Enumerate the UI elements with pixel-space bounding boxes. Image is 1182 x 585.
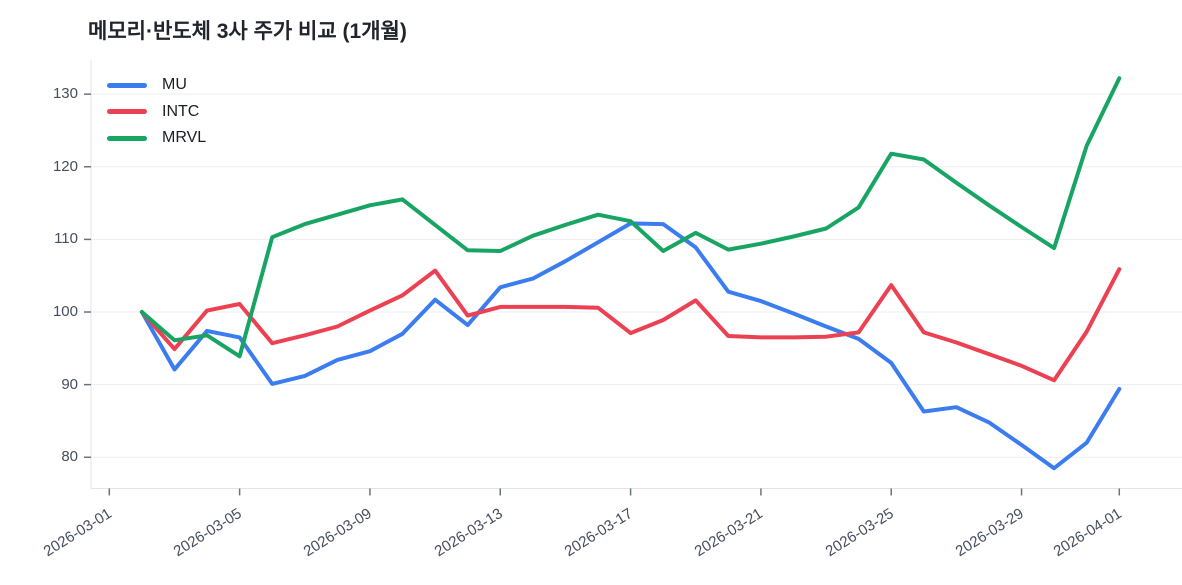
legend-label-mrvl: MRVL <box>162 129 207 147</box>
legend-swatch-mrvl <box>107 135 147 141</box>
legend-label-mu: MU <box>162 76 187 94</box>
legend-item-mrvl[interactable]: MRVL <box>107 125 206 152</box>
legend-label-intc: INTC <box>162 102 200 120</box>
legend-swatch-mu <box>107 82 147 88</box>
legend-swatch-intc <box>107 109 147 115</box>
chart-title: 메모리·반도체 3사 주가 비교 (1개월) <box>88 20 407 43</box>
legend-item-intc[interactable]: INTC <box>107 99 206 126</box>
legend: MU INTC MRVL <box>107 72 206 152</box>
legend-item-mu[interactable]: MU <box>107 72 206 99</box>
